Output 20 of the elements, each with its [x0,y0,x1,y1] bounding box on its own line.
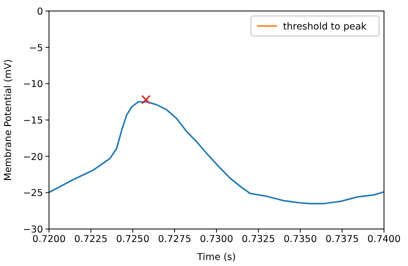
y-tick-label: −15 [22,116,43,126]
legend-label: threshold to peak [283,22,368,32]
x-tick-label: 0.7250 [116,234,150,245]
y-axis-title: Membrane Potential (mV) [3,59,14,181]
y-tick-label: −5 [28,42,43,54]
y-tick-label: 0 [36,6,43,18]
x-tick-label: 0.7200 [32,234,66,245]
y-tick-label: −20 [22,152,43,163]
x-tick-label: 0.7300 [200,234,234,245]
y-tick-label: −10 [22,79,43,90]
x-axis-title: Time (s) [196,252,236,263]
y-tick-label: −30 [22,224,43,236]
x-tick-label: 0.7400 [367,234,401,245]
x-tick-label: 0.7350 [284,234,317,245]
line-series [48,101,385,204]
x-tick-label: 0.7325 [242,234,275,245]
x-tick-label: 0.7275 [158,234,192,245]
x-tick-label: 0.7225 [74,234,108,245]
x-tick-label: 0.7375 [326,234,359,245]
y-tick-label: −25 [22,188,43,200]
